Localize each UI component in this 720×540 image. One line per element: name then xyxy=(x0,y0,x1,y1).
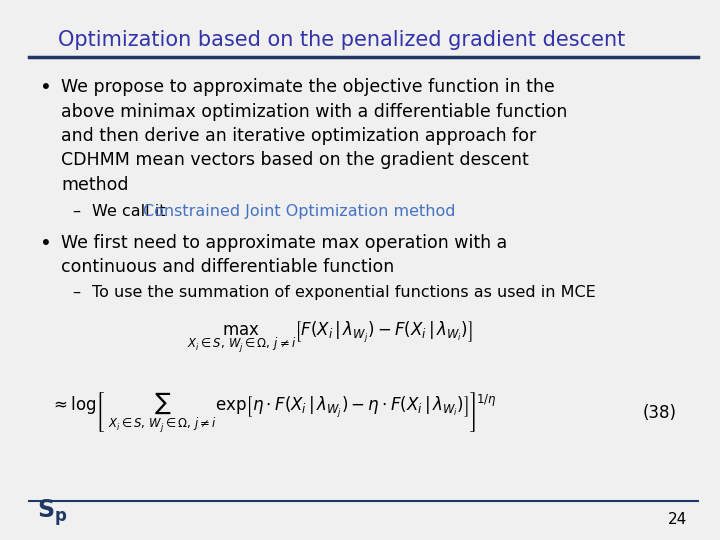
Text: We propose to approximate the objective function in the
above minimax optimizati: We propose to approximate the objective … xyxy=(61,78,567,193)
Text: $\underset{X_i \in S,\,W_j \in \Omega,\,j \neq i}{\max}\left[F(X_i\,|\,\lambda_{: $\underset{X_i \in S,\,W_j \in \Omega,\,… xyxy=(187,320,473,355)
Text: •: • xyxy=(40,78,51,97)
Text: –: – xyxy=(72,204,80,219)
Text: $\mathbf{S}_{\mathbf{p}}$: $\mathbf{S}_{\mathbf{p}}$ xyxy=(37,498,68,528)
Text: •: • xyxy=(40,234,51,253)
Text: –: – xyxy=(72,285,80,300)
Text: We call it: We call it xyxy=(92,204,171,219)
Text: To use the summation of exponential functions as used in MCE: To use the summation of exponential func… xyxy=(92,285,596,300)
Text: (38): (38) xyxy=(643,404,677,422)
Text: Optimization based on the penalized gradient descent: Optimization based on the penalized grad… xyxy=(58,30,625,50)
Text: $\approx \log\!\left[\;\sum_{X_i \in S,\,W_j \in \Omega,\,j \neq i}\exp\!\left[\: $\approx \log\!\left[\;\sum_{X_i \in S,\… xyxy=(50,391,497,435)
Text: 24: 24 xyxy=(668,512,688,527)
Text: Constrained Joint Optimization method: Constrained Joint Optimization method xyxy=(143,204,456,219)
Text: We first need to approximate max operation with a
continuous and differentiable : We first need to approximate max operati… xyxy=(61,234,508,276)
